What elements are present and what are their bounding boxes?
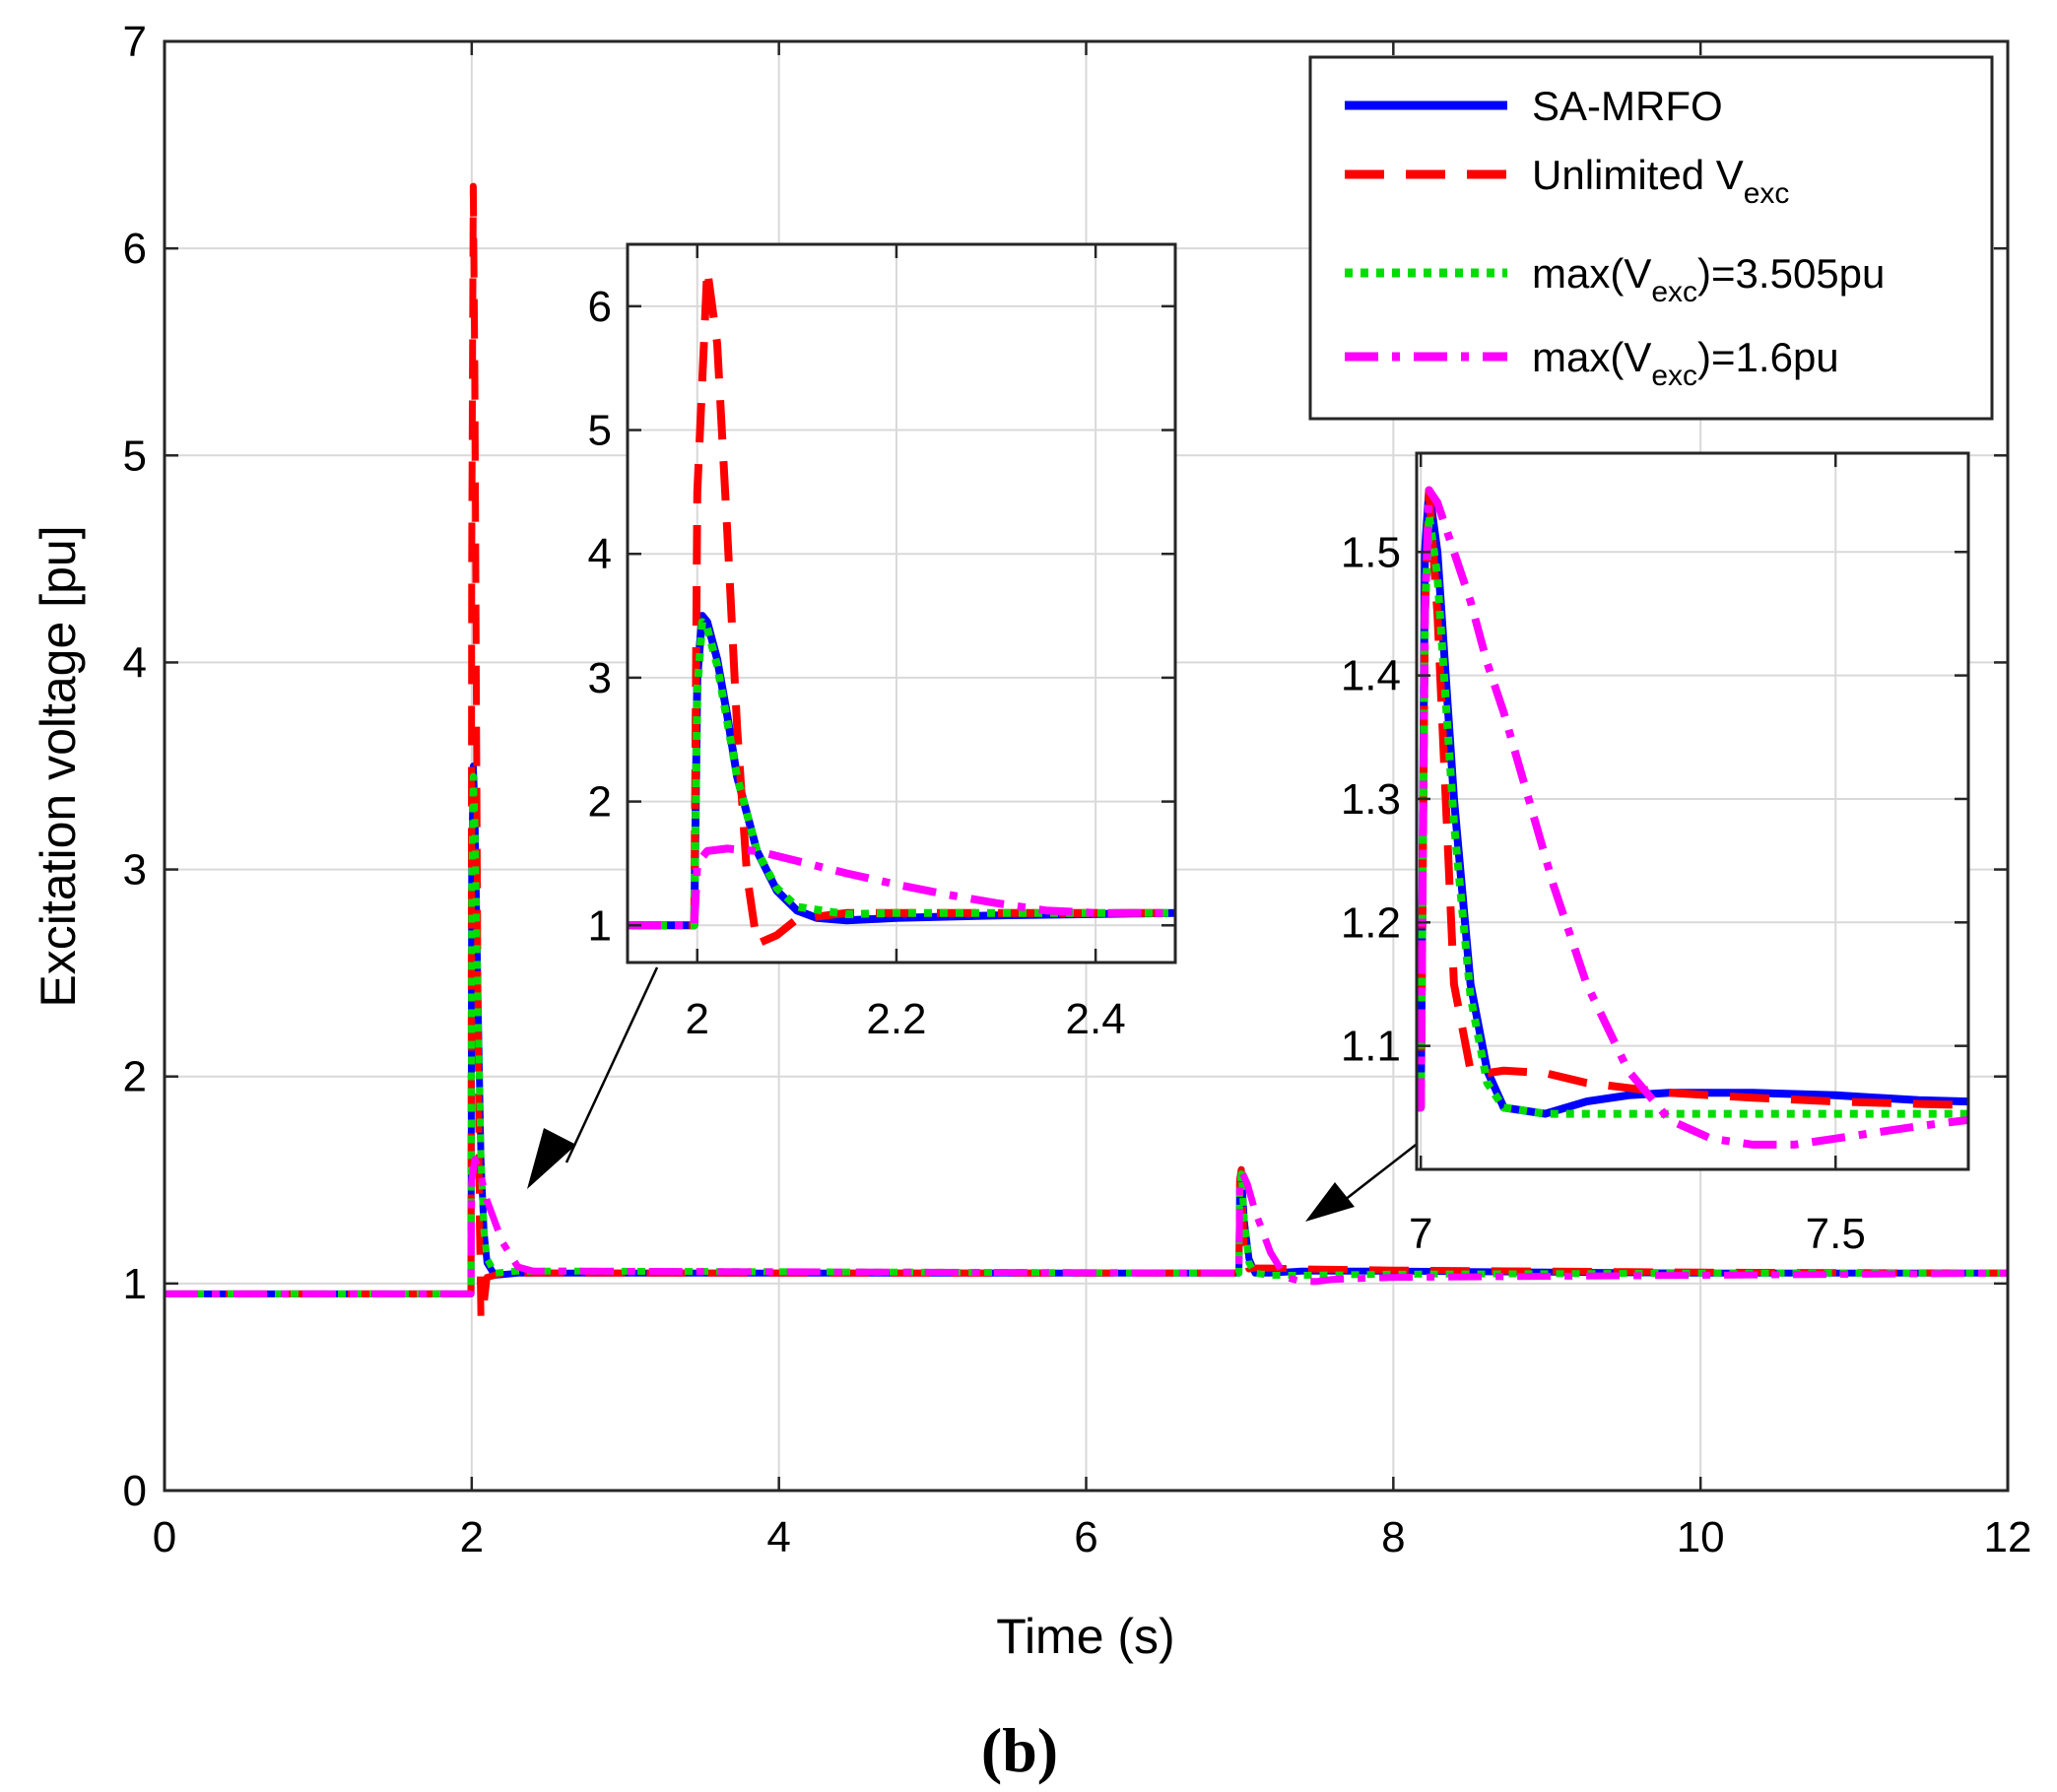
inset2-tick-labels: 7 7.5 1.1 1.2 1.3 1.4 1.5 bbox=[1341, 453, 1968, 1258]
main-x-tick-label: 8 bbox=[1381, 1513, 1405, 1561]
inset2-series-max16 bbox=[1417, 486, 1968, 1149]
main-x-tick-label: 12 bbox=[1984, 1513, 2032, 1561]
panel-label: (b) bbox=[981, 1715, 1058, 1785]
inset2-arrow-line bbox=[1344, 1134, 1429, 1201]
main-y-tick-label: 1 bbox=[123, 1260, 147, 1308]
legend-label-unlimited: Unlimited Vexc bbox=[1532, 152, 1789, 210]
inset1-plot-area bbox=[628, 244, 1175, 962]
legend-entry-max16: max(Vexc)=1.6pu bbox=[1345, 334, 1839, 392]
inset1-y-tick-label: 3 bbox=[588, 654, 612, 702]
main-series-unlimited bbox=[165, 182, 2008, 1323]
inset2-y-tick-label: 1.4 bbox=[1341, 652, 1401, 700]
inset1-y-tick-label: 1 bbox=[588, 901, 612, 950]
main-series bbox=[165, 182, 2008, 1323]
main-y-tick-label: 7 bbox=[123, 18, 147, 66]
inset1-arrow-head bbox=[527, 1128, 576, 1189]
inset2-y-tick-label: 1.5 bbox=[1341, 528, 1401, 576]
x-axis-label: Time (s) bbox=[996, 1609, 1174, 1664]
inset2-x-tick-label: 7.5 bbox=[1806, 1210, 1866, 1258]
inset1-y-tick-label: 2 bbox=[588, 778, 612, 827]
inset1-frame bbox=[626, 242, 1177, 964]
main-series-max16 bbox=[165, 1156, 2008, 1297]
main-y-tick-label: 3 bbox=[123, 846, 147, 895]
inset1-x-tick-label: 2 bbox=[686, 995, 709, 1043]
inset1-y-tick-label: 5 bbox=[588, 407, 612, 455]
legend-label-sa-mrfo: SA-MRFO bbox=[1532, 83, 1723, 129]
inset2-arrow-head bbox=[1305, 1182, 1355, 1222]
inset1-arrow-line bbox=[564, 966, 659, 1163]
inset1-y-tick-label: 6 bbox=[588, 283, 612, 331]
inset1-series bbox=[628, 265, 1175, 949]
inset2-y-tick-label: 1.3 bbox=[1341, 775, 1401, 824]
inset2-plot-area bbox=[1417, 453, 1968, 1169]
inset1-tick-labels: 2 2.2 2.4 1 2 3 4 5 6 bbox=[588, 244, 1175, 1043]
inset2-plot: 7 7.5 1.1 1.2 1.3 1.4 1.5 bbox=[1341, 451, 1970, 1258]
main-y-tick-label: 2 bbox=[123, 1053, 147, 1101]
legend: SA-MRFO Unlimited Vexc max(Vexc)=3.505pu… bbox=[1308, 55, 1994, 421]
main-x-tick-label: 2 bbox=[460, 1513, 484, 1561]
main-x-tick-label: 6 bbox=[1074, 1513, 1097, 1561]
main-y-tick-label: 0 bbox=[123, 1467, 147, 1515]
legend-entry-max3505: max(Vexc)=3.505pu bbox=[1345, 250, 1885, 308]
inset1-series-max3505 bbox=[628, 618, 1175, 930]
main-x-tick-label: 4 bbox=[766, 1513, 790, 1561]
inset2-y-tick-label: 1.2 bbox=[1341, 898, 1401, 947]
zoom-arrows bbox=[527, 966, 1429, 1222]
y-axis-label: Excitation voltage [pu] bbox=[31, 525, 86, 1007]
inset1-x-tick-label: 2.2 bbox=[866, 995, 926, 1043]
main-x-tick-label: 0 bbox=[153, 1513, 176, 1561]
inset2-y-tick-label: 1.1 bbox=[1341, 1023, 1401, 1071]
legend-label-max16: max(Vexc)=1.6pu bbox=[1532, 334, 1839, 392]
inset2-frame bbox=[1415, 451, 1970, 1171]
inset1-series-max16 bbox=[628, 844, 1175, 930]
inset1-y-tick-label: 4 bbox=[588, 530, 612, 578]
inset2-series-max3505 bbox=[1417, 510, 1968, 1118]
inset2-series bbox=[1417, 486, 1968, 1149]
main-y-tick-label: 5 bbox=[123, 431, 147, 480]
main-y-tick-label: 4 bbox=[123, 638, 147, 687]
inset1-x-tick-label: 2.4 bbox=[1066, 995, 1126, 1043]
main-series-max3505 bbox=[165, 772, 2008, 1297]
main-x-tick-label: 10 bbox=[1677, 1513, 1725, 1561]
legend-entry-sa-mrfo: SA-MRFO bbox=[1345, 83, 1723, 129]
inset2-x-tick-label: 7 bbox=[1409, 1210, 1432, 1258]
legend-entry-unlimited: Unlimited Vexc bbox=[1345, 152, 1789, 210]
legend-label-max3505: max(Vexc)=3.505pu bbox=[1532, 250, 1885, 308]
main-y-tick-label: 6 bbox=[123, 225, 147, 273]
inset1-plot: 2 2.2 2.4 1 2 3 4 5 6 bbox=[588, 242, 1177, 1043]
